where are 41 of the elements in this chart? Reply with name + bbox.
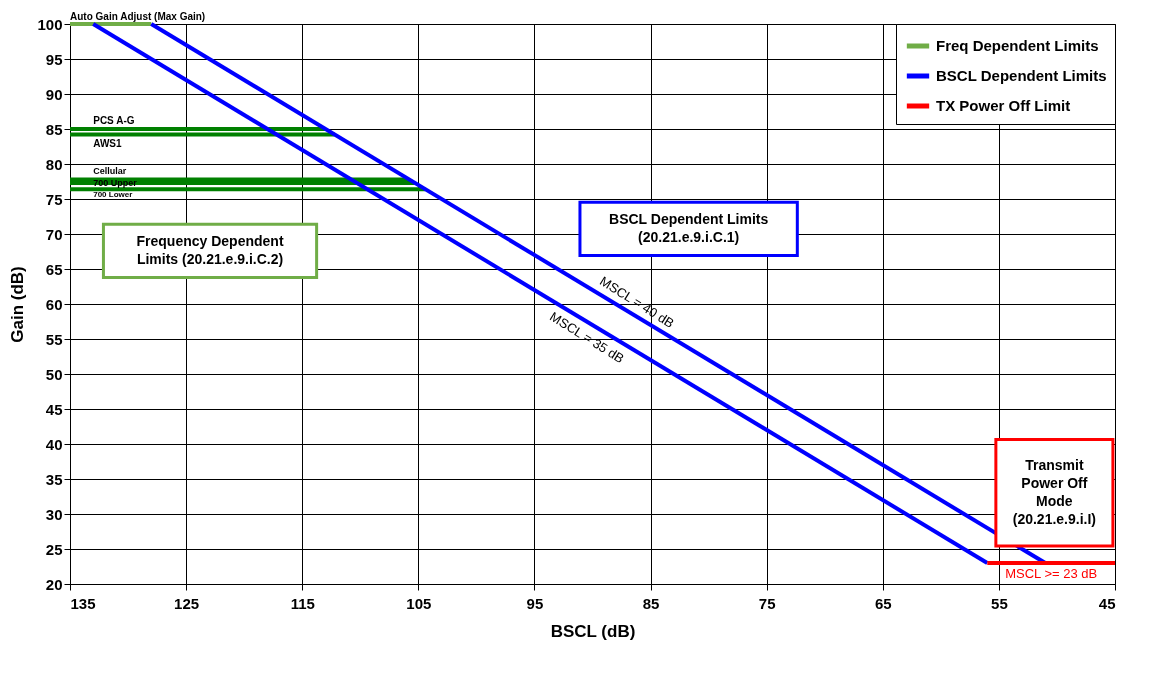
y-tick-label: 65 <box>45 260 63 278</box>
x-tick-label: 135 <box>70 594 96 612</box>
annotation: Frequency Dependent Limits (20.21.e.9.i.C.2) <box>136 232 284 267</box>
y-tick-label: 85 <box>45 120 63 138</box>
y-tick-label: 80 <box>45 155 63 173</box>
y-tick-label: 25 <box>45 540 63 558</box>
y-tick-label: 70 <box>45 225 63 243</box>
y-tick-label: 60 <box>45 295 63 313</box>
legend-label: TX Power Off Limit <box>936 97 1071 114</box>
legend-label: BSCL Dependent Limits <box>936 67 1107 84</box>
y-axis-title: Gain (dB) <box>8 266 28 343</box>
y-tick-label: 90 <box>45 85 63 103</box>
y-tick-label: 55 <box>45 330 63 348</box>
x-tick-label: 55 <box>991 594 1008 612</box>
y-tick-label: 35 <box>45 470 63 488</box>
annotation: 700 Lower <box>93 190 133 200</box>
annotation: Auto Gain Adjust (Max Gain) <box>70 11 206 22</box>
y-tick-label: 75 <box>45 190 63 208</box>
annotation: Cellular <box>93 166 127 177</box>
x-tick-label: 85 <box>642 594 660 612</box>
y-tick-label: 45 <box>45 400 63 418</box>
y-tick-label: 20 <box>45 575 63 593</box>
x-tick-label: 75 <box>758 594 776 612</box>
x-tick-label: 95 <box>526 594 544 612</box>
annotation: BSCL Dependent Limits (20.21.e.9.i.C.1) <box>609 210 769 245</box>
x-tick-label: 45 <box>1098 594 1116 612</box>
annotation: MSCL >= 23 dB <box>1005 566 1098 581</box>
annotation: Transmit Power Off Mode (20.21.e.9.i.I) <box>1012 456 1097 527</box>
annotation: AWS1 <box>93 137 122 149</box>
y-tick-label: 30 <box>45 505 63 523</box>
x-tick-label: 65 <box>874 594 892 612</box>
x-tick-label: 115 <box>290 594 315 612</box>
y-tick-label: 95 <box>45 50 63 68</box>
annotation: PCS A-G <box>93 115 135 126</box>
y-tick-label: 100 <box>37 15 63 33</box>
y-tick-label: 40 <box>45 435 63 453</box>
x-tick-label: 125 <box>174 594 200 612</box>
y-tick-label: 50 <box>45 365 63 383</box>
legend-label: Freq Dependent Limits <box>936 37 1099 54</box>
x-tick-label: 105 <box>406 594 432 612</box>
x-axis-title: BSCL (dB) <box>550 621 636 641</box>
